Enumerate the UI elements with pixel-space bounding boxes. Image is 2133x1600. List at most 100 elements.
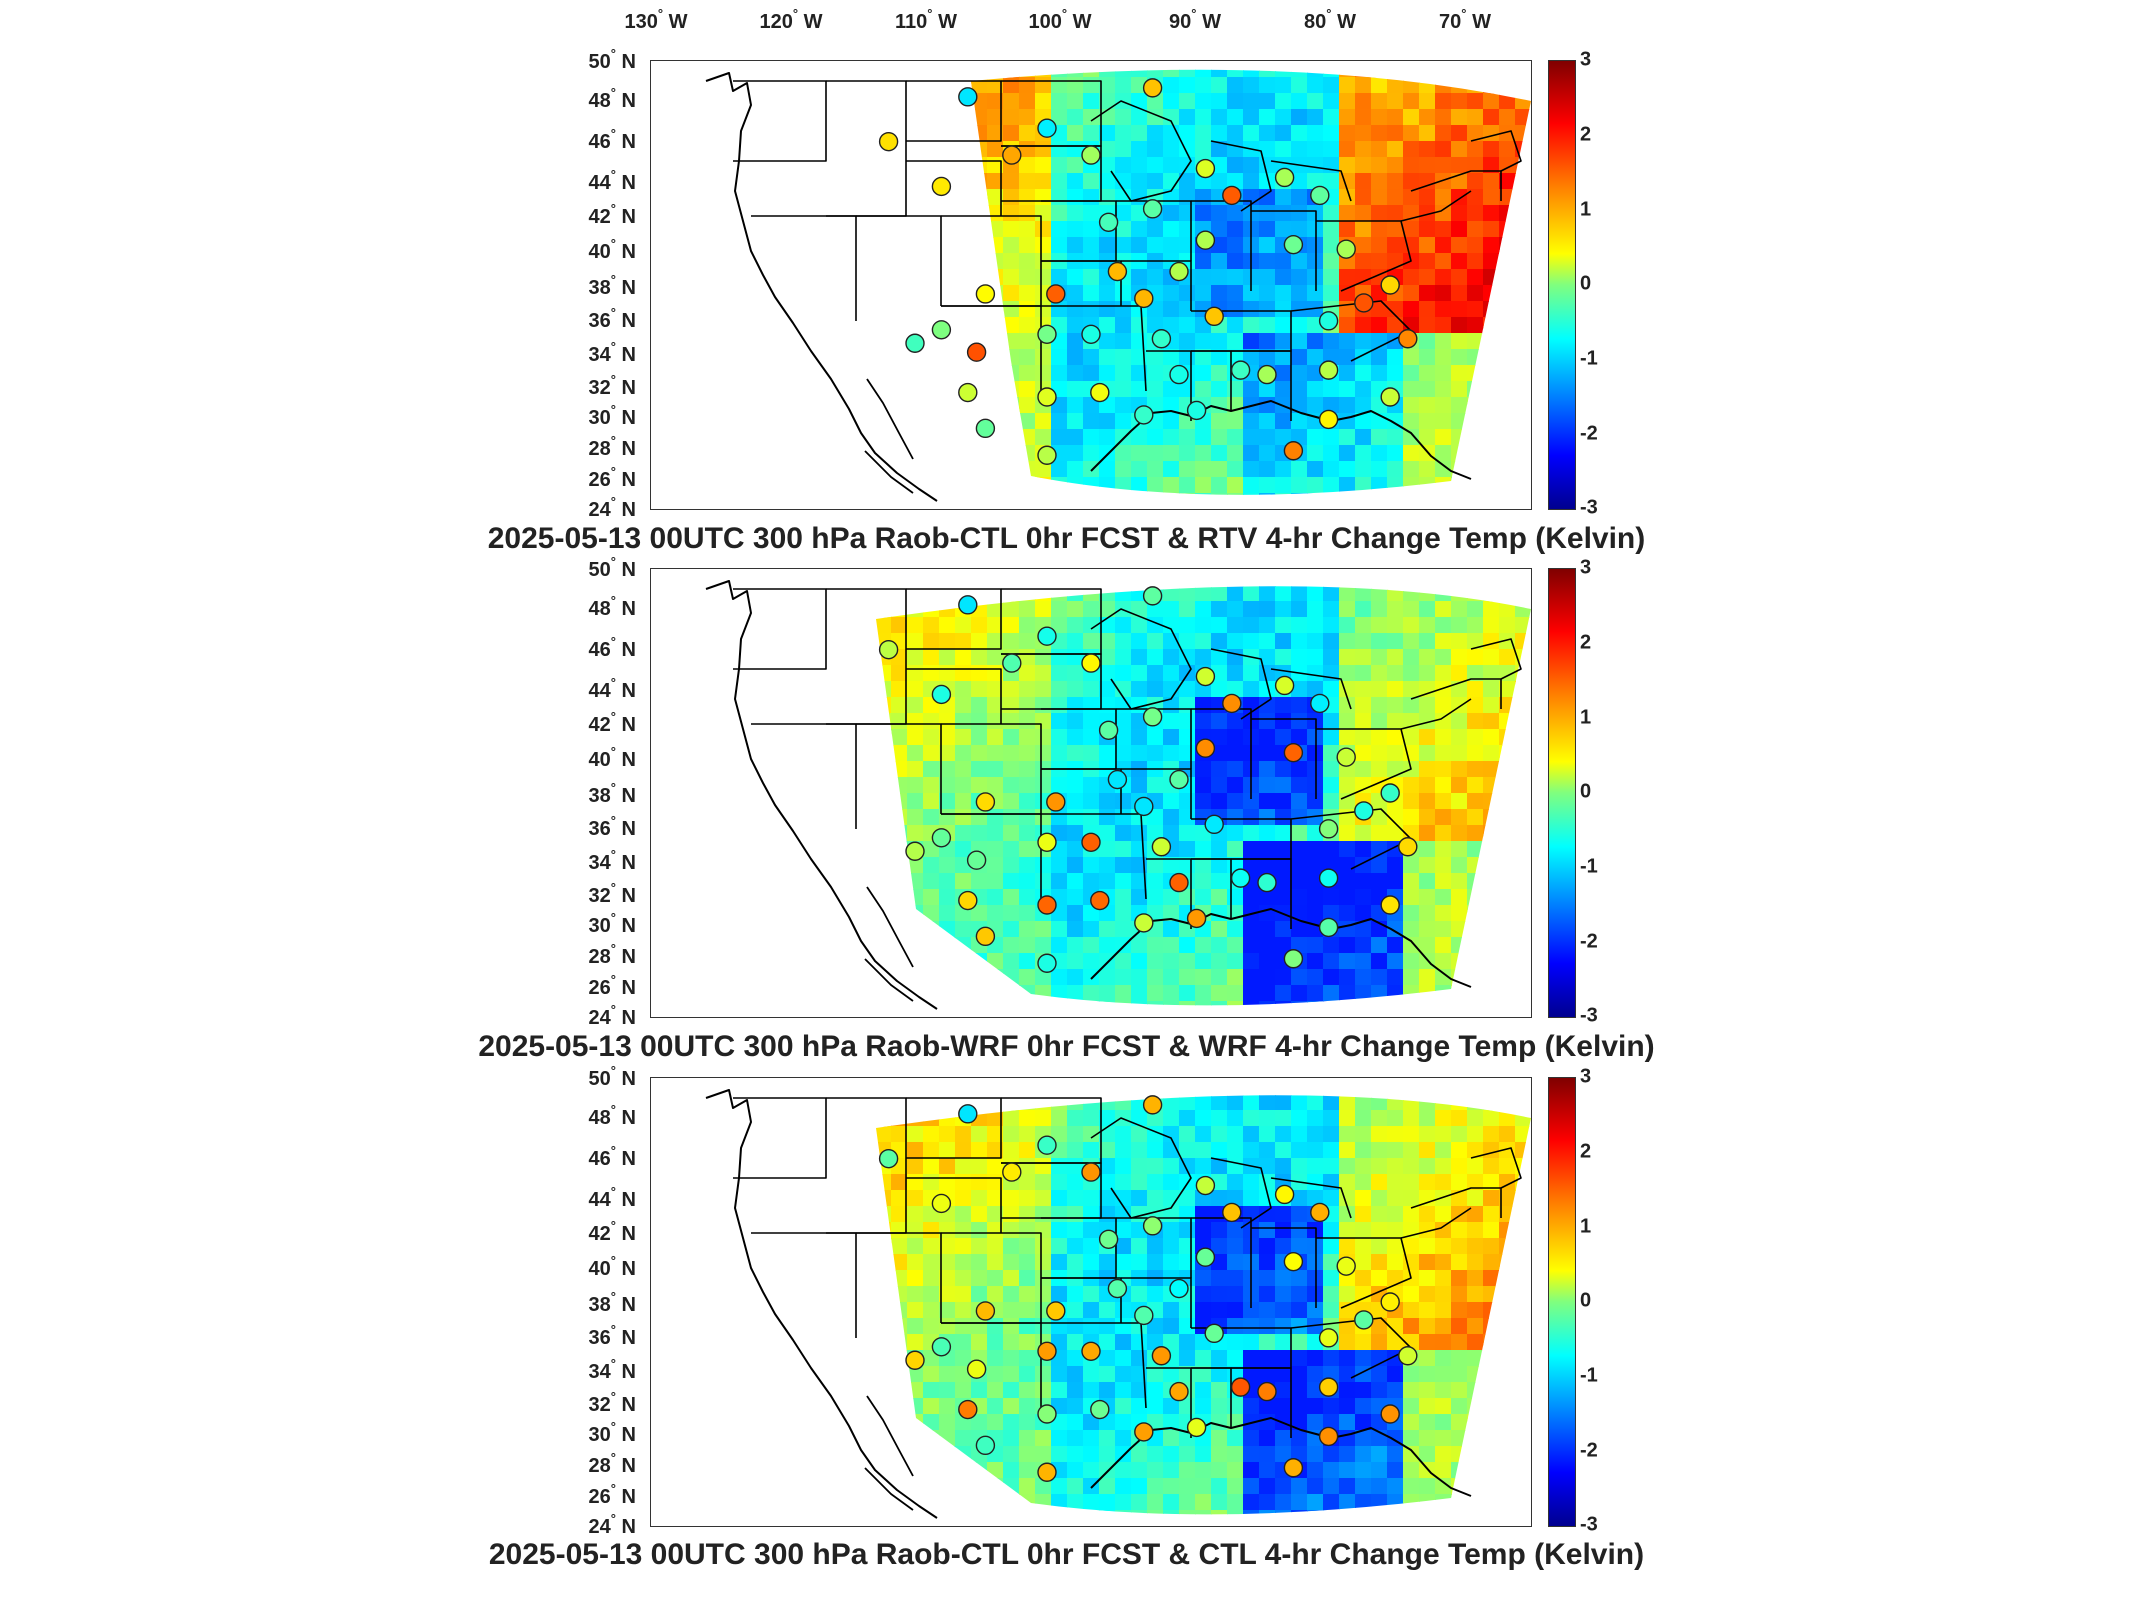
raob-station-marker bbox=[1318, 1426, 1339, 1447]
colorbar-tick-label: 1 bbox=[1580, 706, 1592, 729]
raob-station-marker bbox=[1090, 382, 1110, 403]
raob-station-marker bbox=[1318, 819, 1339, 839]
raob-station-marker bbox=[905, 333, 925, 353]
raob-station-marker bbox=[1336, 747, 1356, 767]
raob-station-marker bbox=[1318, 1328, 1339, 1348]
raob-station-marker bbox=[1046, 1301, 1066, 1321]
raob-station-marker bbox=[931, 1337, 952, 1357]
raob-station-marker bbox=[1195, 230, 1216, 250]
raob-station-marker bbox=[1169, 364, 1189, 385]
raob-station-marker bbox=[975, 284, 996, 304]
lat-label: 42° N bbox=[588, 201, 636, 228]
raob-station-marker bbox=[966, 342, 987, 362]
lon-label: 90° W bbox=[1169, 6, 1221, 33]
raob-station-marker bbox=[1195, 738, 1216, 758]
lon-label: 120° W bbox=[759, 6, 823, 33]
raob-station-marker bbox=[1257, 364, 1277, 385]
raob-station-marker bbox=[1318, 409, 1339, 430]
raob-station-marker bbox=[1134, 405, 1154, 425]
raob-station-marker bbox=[1151, 1346, 1172, 1366]
raob-station-marker bbox=[1107, 1278, 1128, 1299]
raob-station-marker bbox=[1354, 801, 1374, 821]
raob-station-marker bbox=[905, 1350, 925, 1370]
raob-station-marker bbox=[1169, 769, 1189, 790]
lat-label: 30° N bbox=[588, 910, 636, 937]
raob-station-marker bbox=[1134, 796, 1154, 817]
raob-station-marker bbox=[1283, 1458, 1304, 1478]
raob-station-marker bbox=[1283, 1251, 1304, 1272]
colorbar-tick-label: 0 bbox=[1580, 1289, 1592, 1312]
lat-label: 34° N bbox=[588, 339, 636, 366]
raob-station-marker bbox=[1398, 837, 1418, 857]
raob-station-marker bbox=[975, 418, 996, 439]
colorbar-tick-label: 0 bbox=[1580, 780, 1592, 803]
raob-station-marker bbox=[905, 841, 925, 861]
raob-station-marker bbox=[1037, 1462, 1057, 1482]
lat-label: 24° N bbox=[588, 1511, 636, 1538]
raob-station-marker bbox=[1037, 1135, 1057, 1155]
raob-station-marker bbox=[878, 1148, 899, 1169]
lon-label: 110° W bbox=[895, 6, 957, 33]
colorbar-tick-label: 1 bbox=[1580, 198, 1592, 221]
raob-station-marker bbox=[1134, 288, 1154, 309]
lat-label: 40° N bbox=[588, 236, 636, 263]
raob-station-marker bbox=[1090, 890, 1110, 911]
raob-station-marker bbox=[931, 828, 952, 848]
raob-station-marker bbox=[1354, 293, 1374, 313]
raob-station-marker bbox=[1037, 1404, 1057, 1424]
lat-label: 36° N bbox=[588, 305, 636, 332]
raob-station-marker bbox=[1310, 693, 1330, 714]
colorbar bbox=[1548, 60, 1576, 510]
raob-station-marker bbox=[1336, 239, 1356, 259]
raob-station-marker bbox=[1318, 1377, 1339, 1397]
lat-label: 36° N bbox=[588, 813, 636, 840]
raob-station-marker bbox=[1380, 1292, 1400, 1312]
lat-label: 46° N bbox=[588, 1143, 636, 1170]
colorbar bbox=[1548, 1077, 1576, 1527]
lat-label: 38° N bbox=[588, 780, 636, 807]
lat-label: 34° N bbox=[588, 1356, 636, 1383]
raob-station-marker bbox=[1380, 895, 1400, 915]
raob-station-marker bbox=[931, 684, 952, 705]
lat-label: 50° N bbox=[588, 1063, 636, 1090]
colorbar-tick-label: 2 bbox=[1580, 1140, 1592, 1163]
raob-station-marker bbox=[1107, 261, 1128, 282]
raob-station-marker bbox=[975, 1301, 996, 1321]
colorbar-tick-label: -3 bbox=[1580, 1513, 1598, 1536]
raob-station-marker bbox=[1107, 769, 1128, 790]
raob-station-marker bbox=[1037, 626, 1057, 646]
raob-station-marker bbox=[1398, 1346, 1418, 1366]
raob-station-marker bbox=[1142, 707, 1163, 727]
raob-station-marker bbox=[1222, 693, 1242, 714]
temperature-map bbox=[705, 580, 1531, 1010]
lat-label: 30° N bbox=[588, 402, 636, 429]
raob-station-marker bbox=[1046, 284, 1066, 304]
raob-station-marker bbox=[958, 595, 978, 615]
lat-label: 26° N bbox=[588, 1481, 636, 1508]
colorbar-tick-label: 3 bbox=[1580, 48, 1592, 71]
raob-station-marker bbox=[966, 1359, 987, 1379]
raob-station-marker bbox=[1222, 1202, 1242, 1223]
panel-title: 2025-05-13 00UTC 300 hPa Raob-CTL 0hr FC… bbox=[488, 1538, 1645, 1571]
raob-station-marker bbox=[1037, 953, 1057, 973]
lat-label: 32° N bbox=[588, 372, 636, 399]
raob-station-marker bbox=[975, 1435, 996, 1456]
colorbar-tick-label: -1 bbox=[1580, 855, 1598, 878]
lat-label: 30° N bbox=[588, 1419, 636, 1446]
lat-label: 44° N bbox=[588, 167, 636, 194]
lat-label: 28° N bbox=[588, 1450, 636, 1477]
colorbar-tick-label: 0 bbox=[1580, 272, 1592, 295]
raob-station-marker bbox=[1380, 275, 1400, 295]
raob-station-marker bbox=[1098, 720, 1119, 740]
lon-label: 100° W bbox=[1028, 6, 1092, 33]
raob-station-marker bbox=[1098, 1229, 1119, 1249]
raob-station-marker bbox=[1310, 1202, 1330, 1223]
raob-station-marker bbox=[958, 382, 978, 403]
raob-station-marker bbox=[1142, 78, 1163, 98]
lat-label: 38° N bbox=[588, 272, 636, 299]
raob-station-marker bbox=[1336, 1256, 1356, 1276]
raob-station-marker bbox=[1274, 1184, 1295, 1205]
raob-station-marker bbox=[1081, 653, 1101, 673]
lat-label: 34° N bbox=[588, 847, 636, 874]
raob-station-marker bbox=[1081, 1162, 1101, 1182]
